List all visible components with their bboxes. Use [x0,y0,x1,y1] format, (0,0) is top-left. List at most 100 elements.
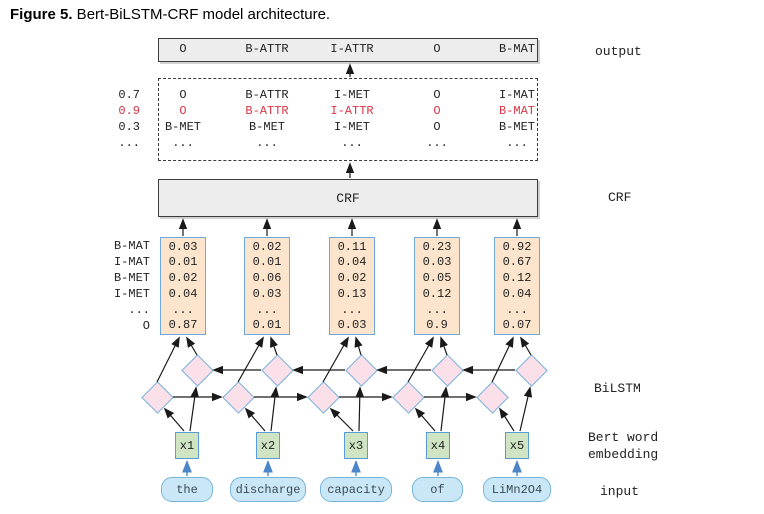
emission-value: ... [506,302,528,317]
emission-row-label: O [142,319,150,333]
embedding-box-x5: x5 [505,432,529,459]
emission-row-label: I-MAT [113,255,150,269]
output-layer-box [158,38,538,62]
crf-box-label: CRF [336,190,360,206]
candidate-tag: O [433,120,441,134]
emission-value: 0.04 [502,286,532,301]
candidate-tag-highlighted: O [433,104,441,118]
emission-value: ... [426,302,448,317]
emission-box-1: 0.03 0.01 0.02 0.04 ... 0.87 [160,237,206,335]
input-word-pill: of [412,477,463,502]
emission-box-3: 0.11 0.04 0.02 0.13 ... 0.03 [329,237,375,335]
emission-value: ... [172,302,194,317]
emission-value: 0.12 [502,271,532,286]
lstm-backward-cell-2 [260,353,294,387]
embedding-box-x4: x4 [426,432,450,459]
crf-box: CRF [158,179,538,217]
input-word-pill: LiMn2O4 [483,477,551,502]
side-label-embedding: Bert word embedding [588,429,658,463]
emission-value: 0.07 [502,318,532,333]
emission-box-4: 0.23 0.03 0.05 0.12 ... 0.9 [414,237,460,335]
candidate-tag: I-MAT [498,88,535,102]
embedding-token: x4 [430,438,446,453]
output-tag: O [433,42,441,56]
emission-value: 0.01 [252,318,282,333]
output-tag: B-ATTR [245,42,289,56]
candidate-tag: ... [172,136,194,150]
emission-value: 0.11 [337,239,367,254]
emission-value: 0.13 [337,286,367,301]
emission-value: 0.02 [252,239,282,254]
side-label-embedding-line1: Bert word [588,430,659,445]
lstm-forward-cell-1 [140,380,174,414]
emission-value: 0.02 [337,271,367,286]
embedding-token: x1 [179,438,195,453]
figure-title-text: Bert-BiLSTM-CRF model architecture. [72,6,331,23]
candidate-tag: ... [341,136,363,150]
emission-box-2: 0.02 0.01 0.06 0.03 ... 0.01 [244,237,290,335]
candidate-tag-highlighted: O [179,104,187,118]
lstm-backward-cell-5 [514,353,548,387]
path-score: ... [118,136,140,150]
candidate-tag: B-MET [164,120,201,134]
figure-caption: Figure 5. Bert-BiLSTM-CRF model architec… [10,6,330,23]
emission-value: 0.01 [168,255,198,270]
forward-lstm-to-emission-arrows [156,336,514,383]
candidate-tag-highlighted: I-ATTR [330,104,374,118]
emission-value: 0.03 [422,255,452,270]
candidate-tag: O [179,88,187,102]
emission-value: 0.03 [337,318,367,333]
candidate-tag: B-MET [248,120,285,134]
lstm-forward-cell-2 [221,380,255,414]
lstm-forward-cell-3 [306,380,340,414]
candidate-tag-highlighted: B-ATTR [245,104,289,118]
side-label-input: input [600,484,640,499]
lstm-backward-cell-1 [180,353,214,387]
path-score: 0.7 [118,88,140,102]
emission-value: 0.02 [168,271,198,286]
input-word-pill: capacity [320,477,392,502]
candidate-tag: B-MET [498,120,535,134]
candidate-tag: I-MET [333,120,370,134]
emission-box-5: 0.92 0.67 0.12 0.04 ... 0.07 [494,237,540,335]
emission-row-label: ... [128,303,150,317]
emission-to-crf-arrows [178,218,522,236]
input-word: LiMn2O4 [491,482,543,497]
embedding-token: x2 [260,438,276,453]
candidate-tag: I-MET [333,88,370,102]
emission-value: 0.03 [168,239,198,254]
candidate-sequences-box [158,78,538,161]
input-to-embedding-arrows [182,459,522,476]
embedding-box-x2: x2 [256,432,280,459]
input-word: discharge [235,482,301,497]
emission-value: 0.05 [422,271,452,286]
side-label-crf: CRF [608,190,632,205]
embedding-box-x3: x3 [344,432,368,459]
lstm-forward-cell-5 [475,380,509,414]
candidate-tag: B-ATTR [245,88,289,102]
emission-value: 0.04 [168,286,198,301]
emission-value: 0.9 [426,318,448,333]
emission-value: 0.04 [337,255,367,270]
emission-value: 0.87 [168,318,198,333]
side-label-output: output [595,44,642,59]
candidate-tag: ... [506,136,528,150]
embedding-to-forward-lstm-arrows [163,407,515,432]
output-tag: B-MAT [498,42,535,56]
emission-value: 0.12 [422,286,452,301]
candidate-tag: ... [426,136,448,150]
candidate-tag: O [433,88,441,102]
emission-value: 0.92 [502,239,532,254]
embedding-token: x3 [348,438,364,453]
emission-value: 0.06 [252,271,282,286]
path-score: 0.3 [118,120,140,134]
emission-row-label: B-MAT [113,239,150,253]
emission-value: 0.01 [252,255,282,270]
figure-number: Figure 5. [10,6,73,23]
input-word: capacity [327,482,385,497]
candidate-tag-highlighted: B-MAT [498,104,535,118]
backward-lstm-to-emission-arrows [186,336,532,356]
path-score-highlighted: 0.9 [118,104,140,118]
lstm-forward-cell-4 [391,380,425,414]
